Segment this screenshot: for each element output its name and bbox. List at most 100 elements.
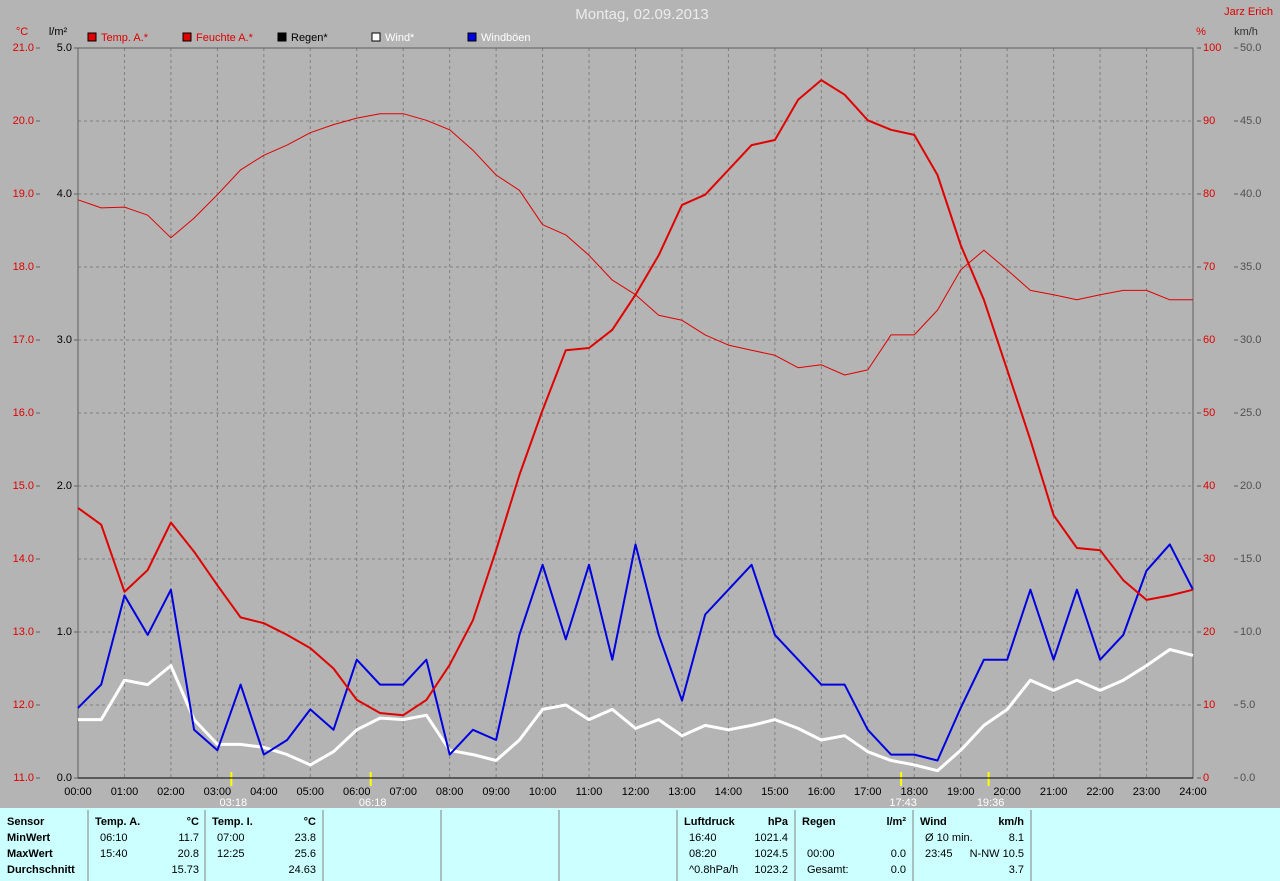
y-tick-label: 20.0	[13, 115, 34, 127]
author: Jarz Erich	[1224, 6, 1273, 18]
y-tick-label: 13.0	[13, 626, 34, 638]
table-cell: 1021.4	[754, 832, 788, 844]
x-tick-label: 20:00	[993, 786, 1021, 798]
block-title: Wind	[920, 816, 947, 828]
y-tick-label: 10	[1203, 699, 1215, 711]
block-unit: hPa	[768, 816, 789, 828]
block-title: Luftdruck	[684, 816, 736, 828]
y-tick-label: 5.0	[57, 42, 72, 54]
row-label: Sensor	[7, 816, 45, 828]
table-cell: 25.6	[295, 848, 316, 860]
y-tick-label: 40.0	[1240, 188, 1261, 200]
annotation: 17:43	[889, 797, 917, 809]
y-tick-label: 18.0	[13, 261, 34, 273]
x-tick-label: 08:00	[436, 786, 464, 798]
x-tick-label: 00:00	[64, 786, 92, 798]
block-unit: km/h	[998, 816, 1024, 828]
x-tick-label: 01:00	[111, 786, 139, 798]
legend-swatch	[182, 32, 192, 42]
table-cell: 20.8	[178, 848, 199, 860]
x-tick-label: 21:00	[1040, 786, 1068, 798]
y-tick-label: 50	[1203, 407, 1215, 419]
axis-unit: l/m²	[49, 26, 68, 38]
block-title: Regen	[802, 816, 836, 828]
table-cell: 07:00	[217, 832, 245, 844]
table-cell: ^0.8hPa/h	[689, 864, 738, 876]
annotation: 03:18	[220, 797, 248, 809]
x-tick-label: 22:00	[1086, 786, 1114, 798]
y-tick-label: 45.0	[1240, 115, 1261, 127]
series-line	[78, 648, 1194, 773]
y-tick-label: 14.0	[13, 553, 34, 565]
x-tick-label: 09:00	[482, 786, 510, 798]
y-tick-label: 12.0	[13, 699, 34, 711]
x-tick-label: 16:00	[808, 786, 836, 798]
y-tick-label: 2.0	[57, 480, 72, 492]
table-cell: 0.0	[891, 864, 906, 876]
x-tick-label: 11:00	[576, 786, 603, 798]
axis-unit: °C	[16, 26, 28, 38]
x-tick-label: 18:00	[900, 786, 928, 798]
row-label: MaxWert	[7, 848, 53, 860]
legend-label: Windböen	[481, 32, 531, 44]
y-tick-label: 25.0	[1240, 407, 1261, 419]
y-tick-label: 15.0	[13, 480, 34, 492]
axis-unit: km/h	[1234, 26, 1258, 38]
x-tick-label: 14:00	[715, 786, 743, 798]
y-tick-label: 100	[1203, 42, 1221, 54]
x-tick-label: 24:00	[1179, 786, 1207, 798]
y-tick-label: 0	[1203, 772, 1209, 784]
x-tick-label: 19:00	[947, 786, 975, 798]
y-tick-label: 10.0	[1240, 626, 1261, 638]
x-tick-label: 04:00	[250, 786, 278, 798]
y-tick-label: 0.0	[1240, 772, 1255, 784]
x-tick-label: 15:00	[761, 786, 789, 798]
block-title: Temp. A.	[95, 816, 140, 828]
table-cell: Gesamt:	[807, 864, 849, 876]
y-tick-label: 20.0	[1240, 480, 1261, 492]
y-tick-label: 5.0	[1240, 699, 1255, 711]
table-cell: 0.0	[891, 848, 906, 860]
row-label: Durchschnitt	[7, 864, 75, 876]
y-tick-label: 0.0	[57, 772, 72, 784]
legend-label: Temp. A.*	[101, 32, 149, 44]
legend-swatch	[87, 32, 97, 42]
block-unit: °C	[187, 816, 199, 828]
y-tick-label: 50.0	[1240, 42, 1261, 54]
annotation: 06:18	[359, 797, 387, 809]
y-tick-label: 16.0	[13, 407, 34, 419]
table-background	[0, 808, 1280, 881]
legend-swatch	[277, 32, 287, 42]
y-tick-label: 80	[1203, 188, 1215, 200]
x-tick-label: 02:00	[157, 786, 185, 798]
legend-label: Regen*	[291, 32, 328, 44]
table-cell: 16:40	[689, 832, 717, 844]
legend-label: Feuchte A.*	[196, 32, 254, 44]
series-line	[77, 543, 1194, 762]
y-tick-label: 4.0	[57, 188, 72, 200]
y-tick-label: 70	[1203, 261, 1215, 273]
table-cell: 8.1	[1009, 832, 1024, 844]
y-tick-label: 20	[1203, 626, 1215, 638]
table-cell: 3.7	[1009, 864, 1024, 876]
x-tick-label: 05:00	[297, 786, 325, 798]
block-unit: °C	[304, 816, 316, 828]
x-tick-label: 13:00	[668, 786, 696, 798]
table-cell: 23.8	[295, 832, 316, 844]
block-unit: l/m²	[886, 816, 906, 828]
axis-unit: %	[1196, 26, 1206, 38]
x-tick-label: 17:00	[854, 786, 882, 798]
x-tick-label: 07:00	[389, 786, 417, 798]
y-tick-label: 35.0	[1240, 261, 1261, 273]
y-tick-label: 40	[1203, 480, 1215, 492]
table-cell: 15.73	[171, 864, 199, 876]
y-tick-label: 11.0	[13, 772, 34, 784]
y-tick-label: 1.0	[57, 626, 72, 638]
table-cell: 11.7	[178, 832, 199, 844]
row-label: MinWert	[7, 832, 51, 844]
x-tick-label: 03:00	[204, 786, 232, 798]
block-title: Temp. I.	[212, 816, 253, 828]
